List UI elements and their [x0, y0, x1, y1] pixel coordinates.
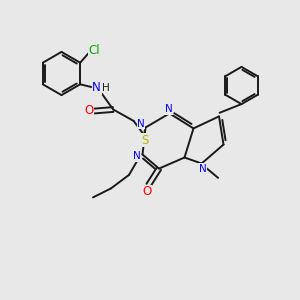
Text: O: O	[84, 104, 93, 118]
Text: N: N	[133, 151, 141, 161]
Text: O: O	[142, 185, 152, 198]
Text: H: H	[102, 83, 110, 93]
Text: N: N	[165, 104, 173, 114]
Text: N: N	[199, 164, 207, 174]
Text: Cl: Cl	[88, 44, 100, 57]
Text: N: N	[137, 119, 145, 129]
Text: S: S	[142, 134, 149, 147]
Text: N: N	[92, 81, 101, 94]
